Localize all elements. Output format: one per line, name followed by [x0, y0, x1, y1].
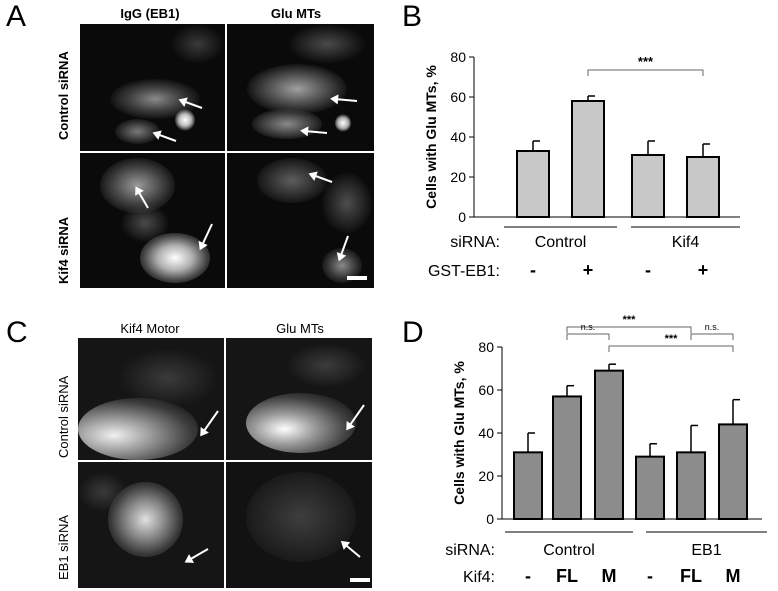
panel-letter-d: D: [402, 316, 424, 349]
group-label: EB1: [691, 542, 721, 559]
arrow-icon: [333, 97, 358, 102]
significance-bracket: [566, 326, 692, 333]
group-label: Control: [543, 542, 595, 559]
significance-bracket: [587, 69, 704, 76]
micrograph-a-glu-control: [227, 24, 374, 151]
micrograph-a-igg-control: [80, 24, 225, 151]
y-tick-label: 0: [458, 209, 466, 225]
bar: [552, 395, 582, 520]
cell-signal: [252, 109, 322, 139]
row-label-sirna: siRNA:: [450, 234, 500, 251]
bar: [631, 154, 665, 218]
significance-label: ***: [638, 54, 654, 69]
panel-letter-b: B: [402, 0, 423, 33]
bar: [513, 451, 543, 521]
y-tick-label: 20: [478, 468, 494, 484]
y-tick-label: 20: [450, 169, 466, 185]
micrograph-c-kif4-eb1: [78, 462, 224, 588]
cell-signal: [287, 24, 367, 64]
bar-chart-b: 0 20 40 60 80 Cells with Glu MTs, % *** Control…: [423, 49, 740, 280]
arrow-icon: [201, 410, 219, 435]
scale-bar: [350, 578, 370, 582]
cell-signal: [335, 114, 351, 132]
row-label-treatment: Kif4:: [463, 569, 495, 586]
cell-signal: [170, 24, 225, 64]
treatment-label: -: [530, 260, 536, 280]
arrow-icon: [154, 132, 177, 142]
group-label: Control: [535, 234, 587, 251]
y-axis-title: Cells with Glu MTs, %: [451, 361, 467, 505]
significance-bracket: [566, 333, 610, 340]
micrograph-c-kif4-control: [78, 338, 224, 460]
y-axis-title: Cells with Glu MTs, %: [423, 65, 439, 209]
col-title-igg-eb1: IgG (EB1): [120, 6, 180, 21]
cell-signal: [120, 203, 170, 243]
arrow-icon: [200, 223, 213, 248]
y-tick-label: 60: [478, 382, 494, 398]
treatment-label: FL: [556, 566, 578, 586]
treatment-label: -: [647, 566, 653, 586]
cell-signal: [118, 348, 218, 408]
bar: [718, 423, 748, 520]
treatment-label: -: [525, 566, 531, 586]
row-label-sirna: siRNA:: [445, 542, 495, 559]
significance-bracket: [608, 345, 734, 352]
significance-label: ***: [665, 333, 679, 345]
micrograph-a-glu-kif4: [227, 153, 374, 288]
treatment-label: +: [698, 260, 709, 280]
row-label-control-sirna: Control siRNA: [56, 375, 71, 458]
micrograph-c-glu-eb1: [226, 462, 372, 588]
treatment-label: -: [645, 260, 651, 280]
y-tick-label: 0: [486, 511, 494, 527]
significance-bracket: [690, 333, 734, 340]
cell-signal: [78, 398, 198, 460]
significance-label: n.s.: [581, 322, 596, 332]
significance-label: n.s.: [705, 322, 720, 332]
treatment-label: M: [726, 566, 741, 586]
row-label-control-sirna: Control siRNA: [56, 51, 71, 140]
treatment-label: M: [602, 566, 617, 586]
bar: [676, 451, 706, 521]
significance-label: ***: [623, 314, 637, 326]
cell-signal: [246, 472, 356, 562]
bar: [571, 100, 605, 218]
cell-signal: [247, 64, 347, 114]
row-label-eb1-sirna: EB1 siRNA: [56, 514, 71, 580]
col-title-kif4-motor: Kif4 Motor: [120, 321, 180, 336]
panel-letter-a: A: [6, 0, 27, 33]
cell-signal: [322, 173, 372, 233]
panel-letter-c: C: [6, 316, 28, 349]
y-tick-label: 40: [478, 425, 494, 441]
bar: [635, 455, 665, 520]
row-label-kif4-sirna: Kif4 siRNA: [56, 216, 71, 284]
arrow-icon: [342, 542, 361, 558]
cell-signal: [78, 472, 128, 512]
treatment-label: +: [583, 260, 594, 280]
scale-bar: [347, 276, 367, 280]
group-label: Kif4: [672, 234, 700, 251]
arrow-icon: [303, 129, 328, 134]
bar: [594, 369, 624, 521]
cell-signal: [286, 343, 366, 388]
y-tick-label: 80: [450, 49, 466, 65]
bar: [686, 156, 720, 218]
bar: [516, 150, 550, 218]
col-title-glu-mts: Glu MTs: [270, 6, 322, 21]
y-tick-label: 60: [450, 89, 466, 105]
y-tick-label: 80: [478, 339, 494, 355]
y-tick-label: 40: [450, 129, 466, 145]
cell-signal: [175, 109, 195, 131]
row-label-treatment: GST-EB1:: [428, 263, 500, 280]
micrograph-c-glu-control: [226, 338, 372, 460]
col-title-glu-mts: Glu MTs: [276, 321, 324, 336]
arrow-icon: [186, 548, 209, 562]
cell-signal: [246, 393, 356, 453]
bar-chart-d: 0 20 40 60 80 Cells with Glu MTs, % *** n.s. n.s…: [445, 314, 767, 586]
cell-signal: [257, 158, 327, 203]
treatment-label: FL: [680, 566, 702, 586]
micrograph-a-igg-kif4: [80, 153, 225, 288]
